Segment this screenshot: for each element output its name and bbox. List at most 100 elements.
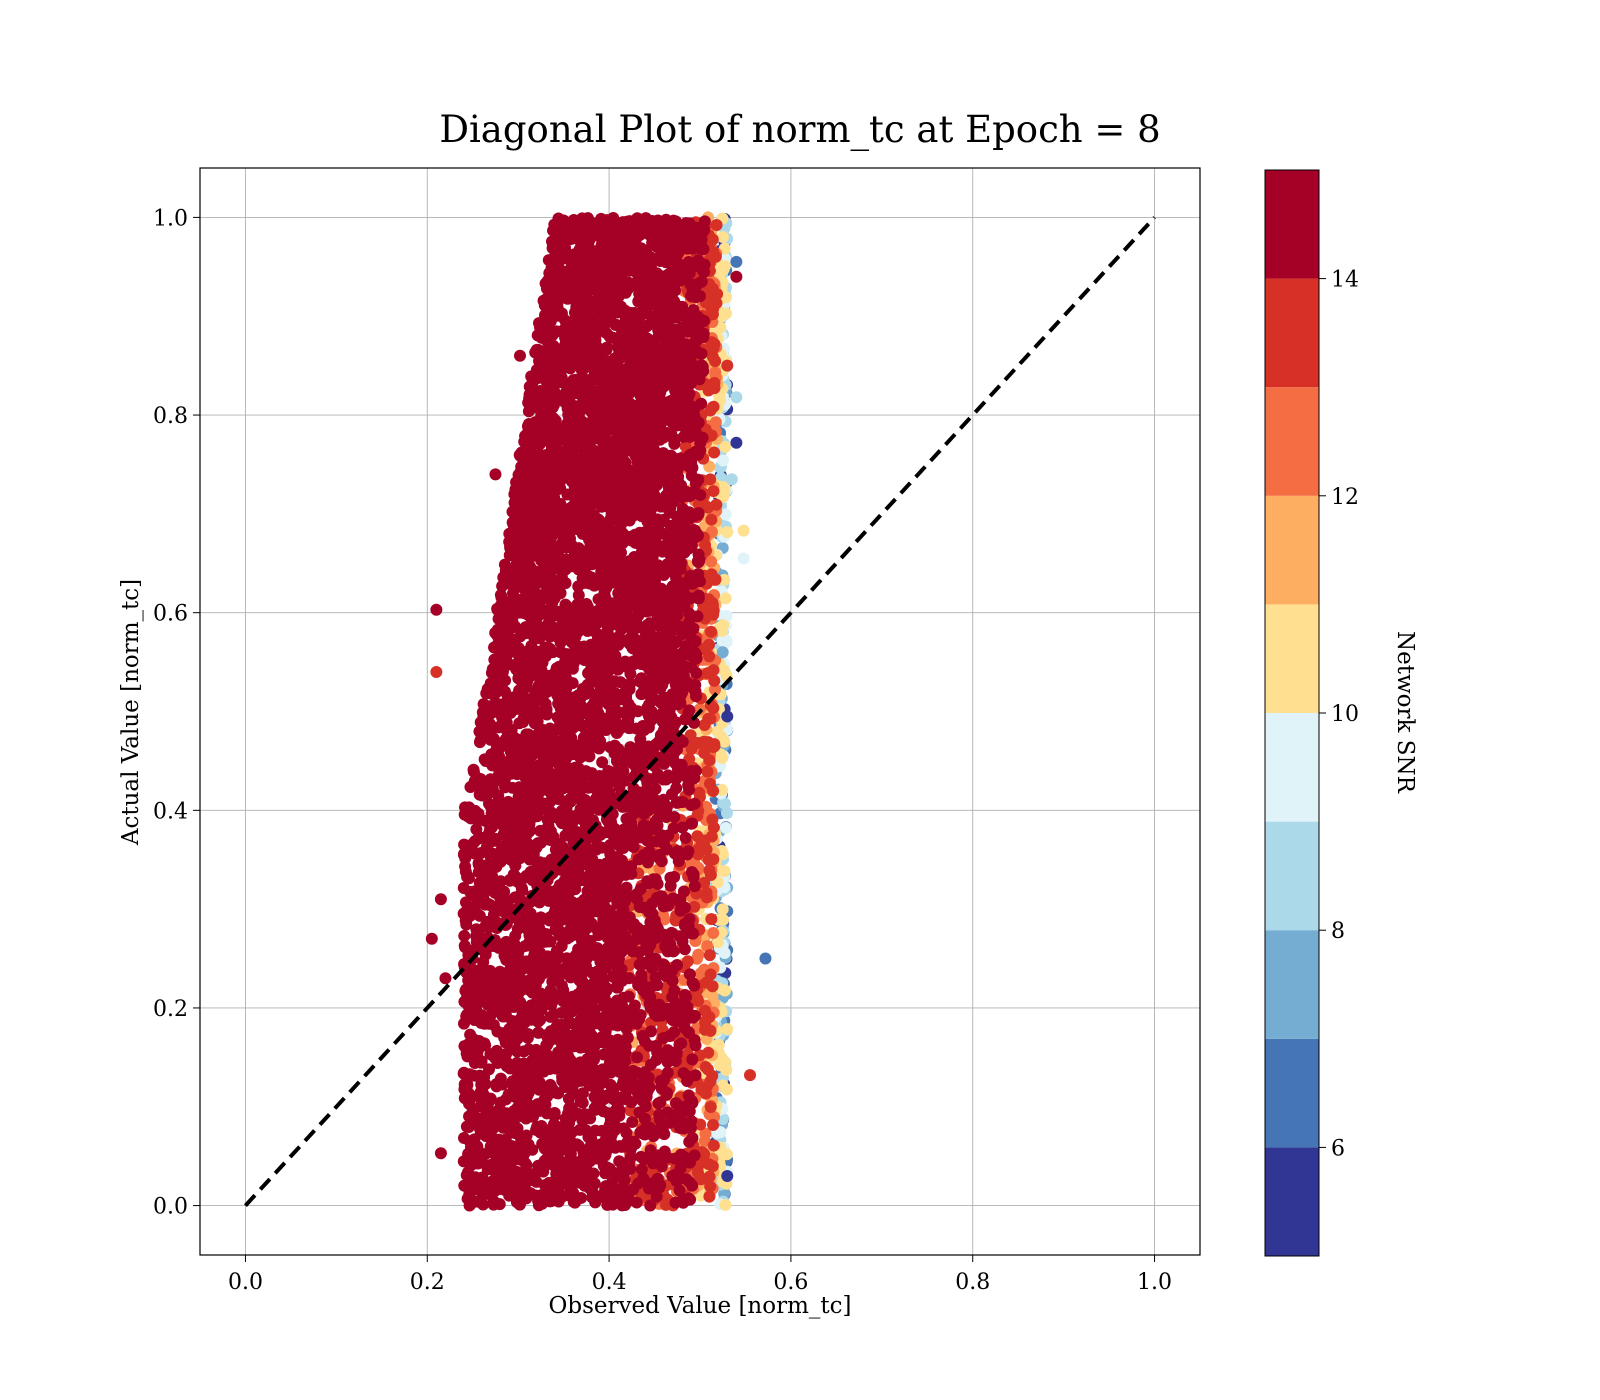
data-point	[710, 218, 723, 231]
data-point	[707, 821, 720, 834]
data-point	[678, 943, 691, 956]
data-point	[702, 1046, 715, 1059]
data-point	[468, 847, 481, 860]
data-point	[635, 1163, 648, 1176]
data-point	[584, 224, 597, 237]
data-point	[707, 1118, 720, 1131]
data-point	[705, 913, 718, 926]
data-point	[719, 1198, 732, 1211]
data-point	[699, 1015, 712, 1028]
data-point	[686, 1053, 699, 1066]
data-point	[695, 1083, 708, 1096]
data-point	[700, 891, 713, 904]
data-point	[694, 1118, 707, 1131]
data-point	[707, 702, 720, 715]
data-point	[636, 1030, 649, 1043]
data-point	[678, 600, 691, 613]
data-point	[604, 848, 617, 861]
data-point	[703, 864, 716, 877]
data-point	[720, 610, 733, 623]
data-point	[707, 927, 720, 940]
data-point	[698, 876, 711, 889]
data-point	[720, 806, 733, 819]
data-point	[705, 555, 718, 568]
data-point	[692, 848, 705, 861]
data-point	[719, 440, 732, 453]
data-point	[706, 342, 719, 355]
data-point	[669, 1196, 682, 1209]
data-point	[716, 848, 729, 861]
data-point	[701, 765, 714, 778]
data-point	[675, 758, 688, 771]
data-point	[682, 845, 695, 858]
data-point	[704, 404, 717, 417]
data-point	[718, 984, 731, 997]
data-point	[708, 446, 721, 459]
data-point	[460, 1120, 473, 1133]
data-point	[567, 1195, 580, 1208]
data-point	[707, 1139, 720, 1152]
data-point	[658, 913, 671, 926]
data-point	[712, 1038, 725, 1051]
data-point	[720, 633, 733, 646]
data-point	[718, 865, 731, 878]
data-point	[718, 735, 731, 748]
data-point	[704, 381, 717, 394]
data-point	[625, 867, 638, 880]
data-point	[596, 756, 609, 769]
data-point	[703, 754, 716, 767]
data-point	[692, 948, 705, 961]
data-point	[704, 1180, 717, 1193]
data-point	[721, 1023, 734, 1036]
data-point	[718, 1056, 731, 1069]
data-point	[660, 538, 673, 551]
data-point	[701, 1063, 714, 1076]
data-point	[670, 771, 683, 784]
data-point	[623, 1155, 636, 1168]
data-point	[705, 429, 718, 442]
data-point	[699, 1004, 712, 1017]
data-point	[703, 1190, 716, 1203]
data-point	[721, 1083, 734, 1096]
data-point	[709, 683, 722, 696]
data-point	[711, 936, 724, 949]
data-point	[668, 847, 681, 860]
data-points	[425, 211, 772, 1212]
data-point	[716, 231, 729, 244]
data-point	[716, 783, 729, 796]
data-point	[706, 980, 719, 993]
data-point	[708, 740, 721, 753]
data-point	[641, 701, 654, 714]
data-point	[703, 777, 716, 790]
data-point	[707, 485, 720, 498]
data-point	[719, 821, 732, 834]
data-point	[706, 1160, 719, 1173]
data-point	[702, 712, 715, 725]
data-point	[703, 1170, 716, 1183]
data-point	[625, 820, 638, 833]
data-point	[705, 513, 718, 526]
data-point	[718, 573, 731, 586]
data-point	[626, 1115, 639, 1128]
data-point	[691, 610, 704, 623]
data-point	[708, 674, 721, 687]
data-point	[704, 1101, 717, 1114]
data-point	[564, 795, 577, 808]
data-point	[705, 830, 718, 843]
data-point	[718, 485, 731, 498]
data-point	[702, 501, 715, 514]
data-point	[720, 1148, 733, 1161]
data-point	[692, 498, 705, 511]
data-point	[706, 599, 719, 612]
data-point	[699, 1127, 712, 1140]
data-point	[655, 1160, 668, 1173]
data-point	[696, 431, 709, 444]
data-point	[719, 592, 732, 605]
data-point	[572, 1139, 585, 1152]
data-point	[703, 650, 716, 663]
data-point	[701, 940, 714, 953]
data-point	[716, 752, 729, 765]
data-point	[716, 903, 729, 916]
chart-title: Diagonal Plot of norm_tc at Epoch = 8	[439, 108, 1160, 152]
data-point	[689, 685, 702, 698]
